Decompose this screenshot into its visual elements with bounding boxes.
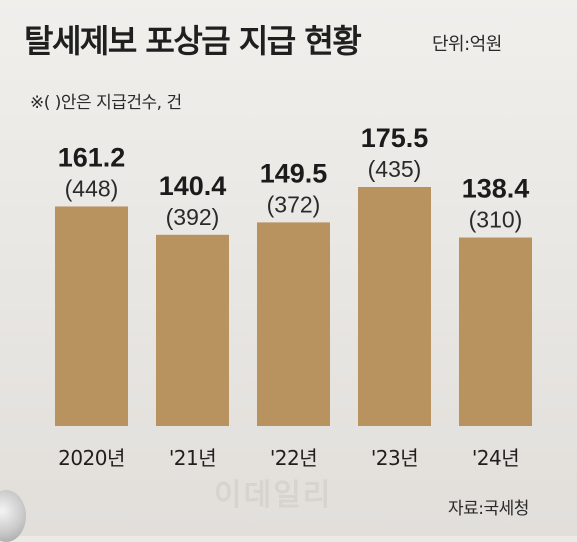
labels-group: (448) 161.2 2020년 (392) 140.4 '21년 (372) 149.5 '… (58, 123, 530, 470)
bar-1 (55, 206, 128, 426)
value-label-5: 138.4 (462, 174, 530, 204)
value-label-4: 175.5 (361, 123, 429, 153)
bar-4 (358, 187, 431, 426)
x-tick-label-1: 2020년 (58, 446, 125, 470)
value-label-1: 161.2 (58, 142, 126, 172)
count-label-3: (372) (267, 191, 321, 217)
bars-group (55, 187, 532, 426)
value-label-2: 140.4 (159, 171, 227, 201)
value-label-3: 149.5 (260, 158, 328, 188)
watermark-logo: 이데일리 (214, 478, 333, 513)
count-label-4: (435) (368, 156, 422, 182)
count-label-1: (448) (65, 175, 119, 201)
unit-label: 단위:억원 (432, 34, 502, 55)
source-label: 자료:국세청 (448, 499, 529, 519)
x-tick-label-2: '21년 (169, 446, 216, 470)
chart-title: 탈세제보 포상금 지급 현황 (24, 22, 362, 60)
bar-5 (459, 237, 532, 426)
bar-3 (257, 222, 330, 426)
count-note: ※( )안은 지급건수, 건 (30, 93, 182, 113)
x-tick-label-3: '22년 (270, 446, 317, 470)
x-tick-label-4: '23년 (371, 446, 418, 470)
x-tick-label-5: '24년 (472, 446, 519, 470)
bar-2 (156, 234, 229, 426)
count-label-5: (310) (469, 207, 523, 233)
count-label-2: (392) (166, 204, 220, 230)
